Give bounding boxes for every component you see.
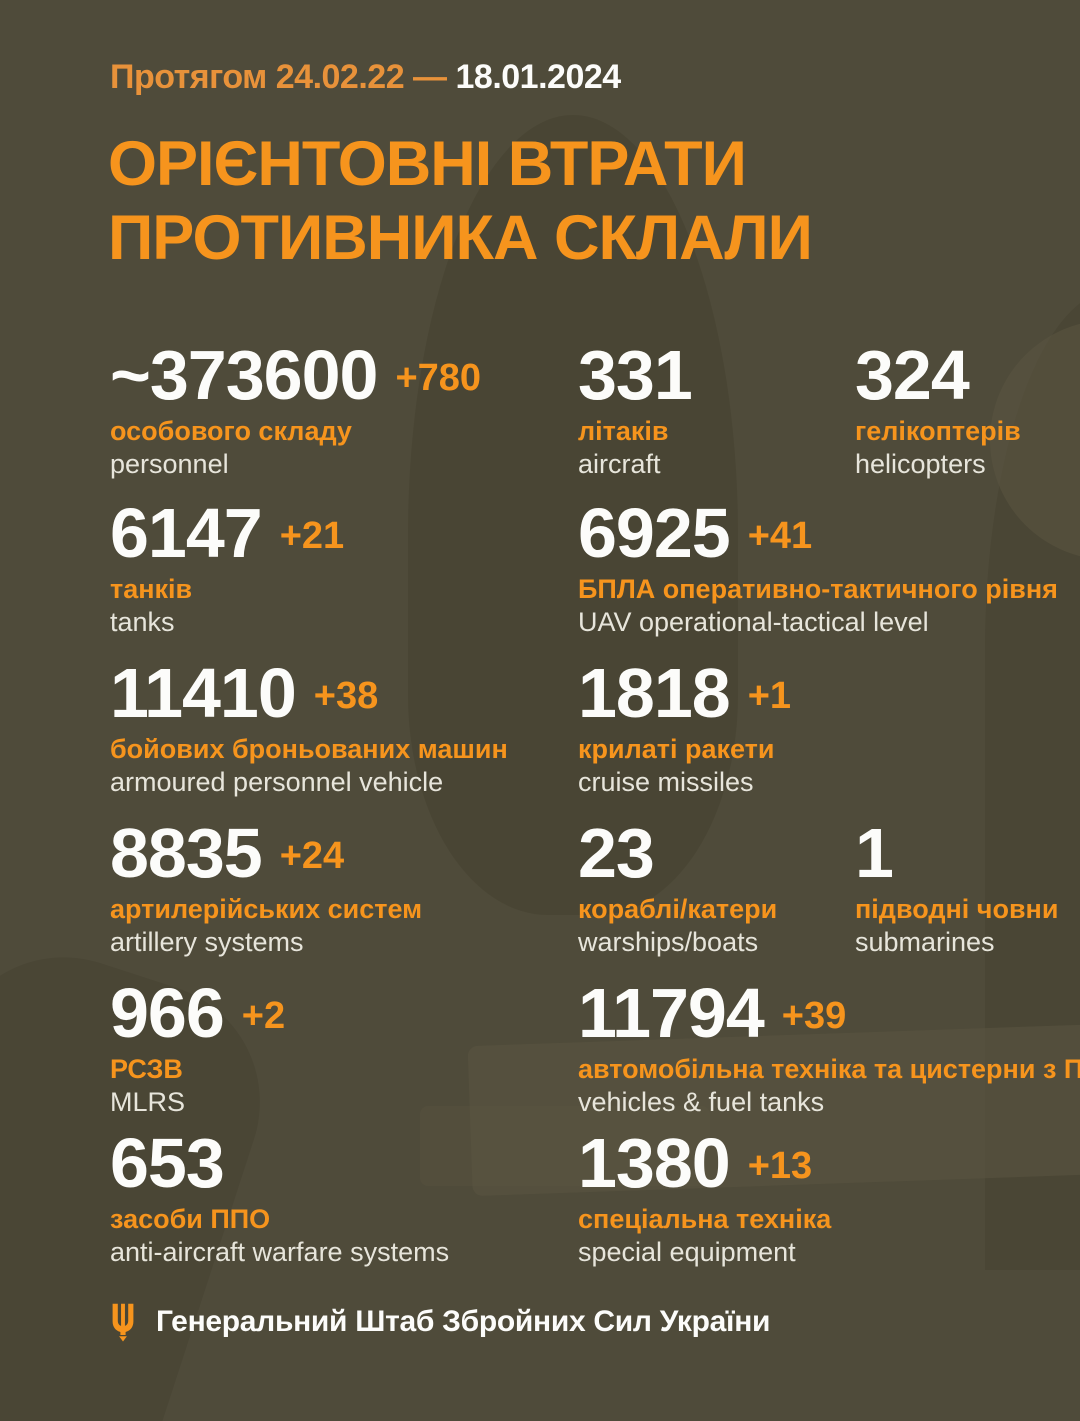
stat-value: 11410 bbox=[110, 654, 297, 732]
stat-personnel: ~373600 +780 особового складу personnel bbox=[110, 340, 481, 480]
stat-label-en: warships/boats bbox=[578, 927, 759, 958]
stat-value: ~373600 bbox=[110, 336, 378, 414]
stat-label-ua: гелікоптерів bbox=[855, 416, 1021, 446]
stat-label-ua: крилаті ракети bbox=[578, 734, 775, 764]
stat-label-en: cruise missiles bbox=[578, 767, 754, 798]
stat-warships: 23 кораблі/катери warships/boats bbox=[578, 818, 777, 958]
stat-value: 1380 bbox=[578, 1124, 731, 1202]
tryzub-icon bbox=[110, 1302, 136, 1342]
stat-label-en: aircraft bbox=[578, 449, 661, 480]
stat-label-ua: автомобільна техніка та цистерни з ПММ bbox=[578, 1054, 1080, 1084]
stat-delta: +780 bbox=[395, 356, 482, 399]
stat-value: 966 bbox=[110, 974, 225, 1052]
stat-value: 1818 bbox=[578, 654, 731, 732]
stat-label-ua: особового складу bbox=[110, 416, 352, 446]
stat-label-en: special equipment bbox=[578, 1237, 796, 1268]
page-title-line2: ПРОТИВНИКА СКЛАЛИ bbox=[108, 202, 813, 273]
stat-label-ua: підводні човни bbox=[855, 894, 1059, 924]
stat-armoured-vehicles: 11410 +38 бойових броньованих машин armo… bbox=[110, 658, 508, 798]
footer-org-name: Генеральний Штаб Збройних Сил України bbox=[156, 1305, 771, 1338]
stat-value: 331 bbox=[578, 336, 693, 414]
stat-delta: +21 bbox=[279, 514, 345, 557]
stat-vehicles-fuel: 11794 +39 автомобільна техніка та цистер… bbox=[578, 978, 1080, 1118]
stat-helicopters: 324 гелікоптерів helicopters bbox=[855, 340, 1021, 480]
stat-label-en: anti-aircraft warfare systems bbox=[110, 1237, 450, 1268]
stat-label-en: UAV operational-tactical level bbox=[578, 607, 929, 638]
stat-label-en: submarines bbox=[855, 927, 995, 958]
stat-value: 6147 bbox=[110, 494, 263, 572]
stat-delta: +24 bbox=[279, 834, 345, 877]
stat-value: 8835 bbox=[110, 814, 263, 892]
stat-label-en: vehicles & fuel tanks bbox=[578, 1087, 825, 1118]
stat-label-ua: засоби ППО bbox=[110, 1204, 271, 1234]
stat-label-ua: спеціальна техніка bbox=[578, 1204, 832, 1234]
stat-label-ua: БПЛА оперативно-тактичного рівня bbox=[578, 574, 1058, 604]
stat-label-en: tanks bbox=[110, 607, 175, 638]
page-title-line1: ОРІЄНТОВНІ ВТРАТИ bbox=[108, 129, 747, 199]
stat-submarines: 1 підводні човни submarines bbox=[855, 818, 1058, 958]
stat-delta: +38 bbox=[313, 674, 379, 717]
stat-value: 653 bbox=[110, 1124, 225, 1202]
stat-delta: +13 bbox=[747, 1144, 813, 1187]
stat-tanks: 6147 +21 танків tanks bbox=[110, 498, 344, 638]
stat-label-ua: літаків bbox=[578, 416, 669, 446]
stat-cruise-missiles: 1818 +1 крилаті ракети cruise missiles bbox=[578, 658, 791, 798]
stat-label-en: artillery systems bbox=[110, 927, 304, 958]
stat-label-ua: РСЗВ bbox=[110, 1054, 183, 1084]
stat-delta: +39 bbox=[781, 994, 847, 1037]
stat-uav: 6925 +41 БПЛА оперативно-тактичного рівн… bbox=[578, 498, 1058, 638]
page-title: ОРІЄНТОВНІ ВТРАТИ ПРОТИВНИКА СКЛАЛИ bbox=[108, 128, 813, 275]
stat-value: 23 bbox=[578, 814, 655, 892]
dateline-date: 18.01.2024 bbox=[455, 58, 622, 96]
stat-delta: +2 bbox=[241, 994, 286, 1037]
stat-mlrs: 966 +2 РСЗВ MLRS bbox=[110, 978, 285, 1118]
stat-label-en: helicopters bbox=[855, 449, 986, 480]
footer: Генеральний Штаб Збройних Сил України bbox=[110, 1302, 770, 1342]
stat-label-ua: кораблі/катери bbox=[578, 894, 778, 924]
stat-label-en: armoured personnel vehicle bbox=[110, 767, 444, 798]
dateline-period: Протягом 24.02.22 — bbox=[110, 58, 447, 96]
stat-aircraft: 331 літаків aircraft bbox=[578, 340, 710, 480]
stat-artillery: 8835 +24 артилерійських систем artillery… bbox=[110, 818, 422, 958]
dateline: Протягом 24.02.22 — 18.01.2024 bbox=[110, 58, 621, 97]
stat-value: 324 bbox=[855, 336, 970, 414]
stat-special-equipment: 1380 +13 спеціальна техніка special equi… bbox=[578, 1128, 831, 1268]
stat-label-en: personnel bbox=[110, 449, 229, 480]
stat-label-ua: артилерійських систем bbox=[110, 894, 423, 924]
stat-value: 1 bbox=[855, 814, 894, 892]
stat-value: 6925 bbox=[578, 494, 731, 572]
stat-label-ua: бойових броньованих машин bbox=[110, 734, 508, 764]
stat-delta: +41 bbox=[747, 514, 813, 557]
stat-anti-aircraft: 653 засоби ППО anti-aircraft warfare sys… bbox=[110, 1128, 449, 1268]
stat-value: 11794 bbox=[578, 974, 765, 1052]
stat-label-en: MLRS bbox=[110, 1087, 186, 1118]
stat-delta: +1 bbox=[747, 674, 792, 717]
stat-label-ua: танків bbox=[110, 574, 193, 604]
